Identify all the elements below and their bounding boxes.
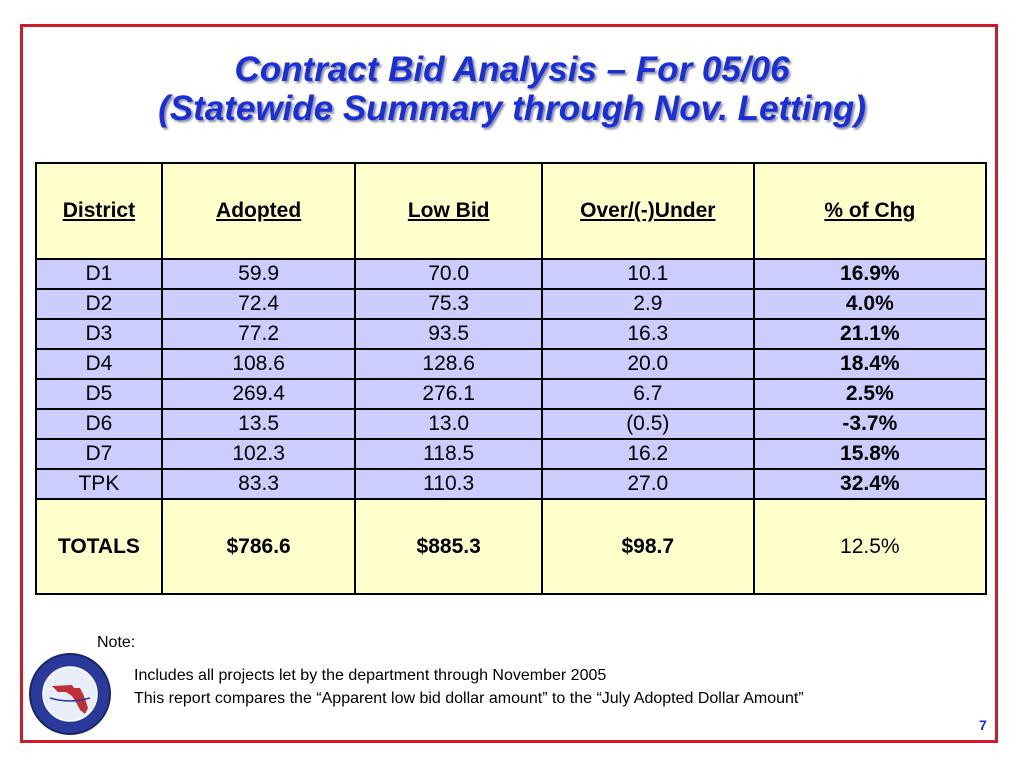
- table-row: TPK 83.3 110.3 27.0 32.4%: [35, 468, 988, 500]
- cell-adopted: 59.9: [160, 258, 357, 290]
- header-adopted: Adopted: [160, 162, 357, 260]
- cell-percent-change: 18.4%: [752, 348, 988, 380]
- cell-district: D4: [35, 348, 163, 380]
- cell-percent-change: 4.0%: [752, 288, 988, 320]
- cell-low-bid: 75.3: [354, 288, 543, 320]
- cell-district: TPK: [35, 468, 163, 500]
- table-row: D3 77.2 93.5 16.3 21.1%: [35, 318, 988, 350]
- cell-adopted: 83.3: [160, 468, 357, 500]
- table-row: D6 13.5 13.0 (0.5) -3.7%: [35, 408, 988, 440]
- cell-adopted: 108.6: [160, 348, 357, 380]
- header-over-under: Over/(-)Under: [540, 162, 755, 260]
- cell-district: D7: [35, 438, 163, 470]
- cell-over-under: 27.0: [540, 468, 755, 500]
- header-percent-change: % of Chg: [752, 162, 988, 260]
- totals-label: TOTALS: [35, 498, 163, 595]
- cell-percent-change: 15.8%: [752, 438, 988, 470]
- cell-over-under: 16.3: [540, 318, 755, 350]
- header-low-bid: Low Bid: [354, 162, 543, 260]
- cell-percent-change: 32.4%: [752, 468, 988, 500]
- totals-over-under: $98.7: [540, 498, 755, 595]
- totals-row: TOTALS $786.6 $885.3 $98.7 12.5%: [35, 498, 988, 595]
- cell-over-under: (0.5): [540, 408, 755, 440]
- cell-district: D3: [35, 318, 163, 350]
- fdot-seal-icon: [29, 653, 111, 735]
- cell-over-under: 16.2: [540, 438, 755, 470]
- cell-district: D1: [35, 258, 163, 290]
- cell-percent-change: -3.7%: [752, 408, 988, 440]
- note-label: Note:: [97, 634, 136, 651]
- table-row: D2 72.4 75.3 2.9 4.0%: [35, 288, 988, 320]
- cell-low-bid: 110.3: [354, 468, 543, 500]
- cell-percent-change: 21.1%: [752, 318, 988, 350]
- cell-adopted: 72.4: [160, 288, 357, 320]
- table-row: D1 59.9 70.0 10.1 16.9%: [35, 258, 988, 290]
- note-line: Includes all projects let by the departm…: [134, 667, 607, 684]
- cell-district: D2: [35, 288, 163, 320]
- cell-adopted: 102.3: [160, 438, 357, 470]
- cell-over-under: 10.1: [540, 258, 755, 290]
- table-row: D5 269.4 276.1 6.7 2.5%: [35, 378, 988, 410]
- bid-analysis-table: District Adopted Low Bid Over/(-)Under %…: [35, 162, 988, 595]
- cell-over-under: 20.0: [540, 348, 755, 380]
- table-row: D4 108.6 128.6 20.0 18.4%: [35, 348, 988, 380]
- cell-low-bid: 93.5: [354, 318, 543, 350]
- cell-percent-change: 2.5%: [752, 378, 988, 410]
- cell-low-bid: 118.5: [354, 438, 543, 470]
- cell-low-bid: 70.0: [354, 258, 543, 290]
- totals-percent-change: 12.5%: [752, 498, 988, 595]
- note-line: This report compares the “Apparent low b…: [134, 690, 804, 707]
- cell-district: D5: [35, 378, 163, 410]
- cell-adopted: 77.2: [160, 318, 357, 350]
- cell-low-bid: 276.1: [354, 378, 543, 410]
- cell-district: D6: [35, 408, 163, 440]
- slide-title-line-2: (Statewide Summary through Nov. Letting): [158, 89, 866, 128]
- cell-low-bid: 128.6: [354, 348, 543, 380]
- table-header-row: District Adopted Low Bid Over/(-)Under %…: [35, 162, 988, 260]
- totals-low-bid: $885.3: [354, 498, 543, 595]
- cell-percent-change: 16.9%: [752, 258, 988, 290]
- slide-title-line-1: Contract Bid Analysis – For 05/06: [234, 50, 790, 89]
- cell-adopted: 13.5: [160, 408, 357, 440]
- table-row: D7 102.3 118.5 16.2 15.8%: [35, 438, 988, 470]
- totals-adopted: $786.6: [160, 498, 357, 595]
- cell-low-bid: 13.0: [354, 408, 543, 440]
- page-number: 7: [979, 717, 987, 733]
- header-district: District: [35, 162, 163, 260]
- cell-over-under: 6.7: [540, 378, 755, 410]
- cell-over-under: 2.9: [540, 288, 755, 320]
- cell-adopted: 269.4: [160, 378, 357, 410]
